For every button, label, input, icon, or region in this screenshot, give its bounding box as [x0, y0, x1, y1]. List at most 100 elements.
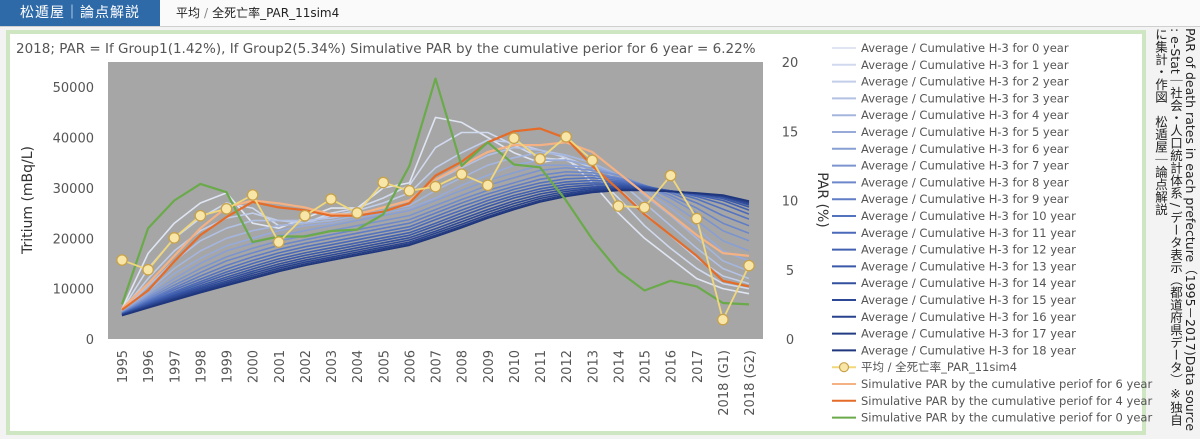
par-point: [455, 168, 468, 181]
legend-label: Average / Cumulative H-3 for 8 year: [861, 175, 1069, 189]
x-tick-label: 2007: [430, 350, 445, 383]
legend-item-h3-4[interactable]: Average / Cumulative H-3 for 4 year: [832, 108, 1069, 122]
legend-label: Average / Cumulative H-3 for 14 year: [861, 276, 1076, 290]
par-point: [403, 184, 416, 197]
legend-item-par[interactable]: 平均 / 全死亡率_PAR_11sim4: [832, 360, 1017, 374]
legend-label: Average / Cumulative H-3 for 13 year: [861, 259, 1076, 273]
par-point: [690, 212, 703, 225]
y-tick-label-right: 15: [782, 125, 799, 140]
legend-item-h3-14[interactable]: Average / Cumulative H-3 for 14 year: [832, 276, 1076, 290]
legend-item-h3-1[interactable]: Average / Cumulative H-3 for 1 year: [832, 58, 1069, 72]
x-tick-label: 1998: [194, 350, 209, 383]
series-line-sim-4: [121, 127, 750, 311]
y-tick-label-right: 10: [782, 195, 799, 210]
legend-item-h3-12[interactable]: Average / Cumulative H-3 for 12 year: [832, 243, 1076, 257]
x-tick-label: 2005: [377, 350, 392, 383]
legend-item-sim-4[interactable]: Simulative PAR by the cumulative periof …: [832, 394, 1152, 408]
par-point: [638, 201, 651, 214]
site-brand[interactable]: 松遁屋｜論点解説: [0, 0, 160, 26]
x-tick-label: 2000: [247, 350, 262, 383]
x-tick-label: 2018 (G2): [743, 350, 758, 416]
par-point: [142, 263, 154, 276]
legend-item-h3-15[interactable]: Average / Cumulative H-3 for 15 year: [832, 293, 1076, 307]
x-tick-label: 2002: [299, 350, 314, 383]
breadcrumb-separator: /: [204, 6, 209, 20]
top-bar: 松遁屋｜論点解説 平均 / 全死亡率_PAR_11sim4: [0, 0, 1200, 27]
legend-label: 平均 / 全死亡率_PAR_11sim4: [861, 360, 1017, 374]
y-tick-label-left: 20000: [53, 232, 94, 247]
legend-item-h3-5[interactable]: Average / Cumulative H-3 for 5 year: [832, 125, 1069, 139]
legend-label: Average / Cumulative H-3 for 10 year: [861, 209, 1076, 223]
legend-label: Average / Cumulative H-3 for 18 year: [861, 343, 1076, 357]
x-tick-label: 2011: [534, 350, 549, 383]
par-point: [194, 209, 207, 222]
legend-item-h3-11[interactable]: Average / Cumulative H-3 for 11 year: [832, 226, 1076, 240]
x-tick-label: 2010: [508, 350, 523, 383]
legend-item-h3-9[interactable]: Average / Cumulative H-3 for 9 year: [832, 192, 1069, 206]
y-tick-label-left: 10000: [53, 283, 94, 298]
legend-label: Average / Cumulative H-3 for 15 year: [861, 293, 1076, 307]
legend-item-h3-3[interactable]: Average / Cumulative H-3 for 3 year: [832, 91, 1069, 105]
par-point: [168, 232, 181, 244]
legend-item-h3-0[interactable]: Average / Cumulative H-3 for 0 year: [832, 41, 1069, 55]
legend-label: Simulative PAR by the cumulative periof …: [861, 394, 1152, 408]
x-tick-label: 2013: [586, 350, 601, 383]
par-point: [560, 130, 572, 143]
y-tick-label-left: 50000: [53, 81, 94, 96]
legend-label: Average / Cumulative H-3 for 4 year: [861, 108, 1069, 122]
series-line-h3-14: [121, 185, 750, 316]
y-tick-label-right: 5: [786, 264, 794, 279]
x-tick-label: 1995: [116, 350, 131, 383]
legend-item-h3-10[interactable]: Average / Cumulative H-3 for 10 year: [832, 209, 1076, 223]
y-tick-label-right: 20: [782, 56, 799, 71]
y-axis-left-label: Tritium (mBq/L): [20, 146, 36, 255]
par-point: [377, 176, 390, 189]
legend-item-h3-2[interactable]: Average / Cumulative H-3 for 2 year: [832, 75, 1069, 89]
legend-label: Average / Cumulative H-3 for 0 year: [861, 41, 1069, 55]
par-point: [743, 259, 755, 272]
x-tick-label: 2012: [560, 350, 575, 383]
side-caption: PAR of death rates in each prefecture（19…: [1153, 28, 1198, 432]
par-point: [299, 209, 311, 222]
x-tick-label: 2014: [612, 350, 627, 383]
legend-item-h3-16[interactable]: Average / Cumulative H-3 for 16 year: [832, 310, 1076, 324]
par-point: [325, 193, 337, 205]
legend-label: Simulative PAR by the cumulative periof …: [861, 411, 1152, 425]
legend-label: Average / Cumulative H-3 for 11 year: [861, 226, 1076, 240]
y-tick-label-left: 0: [86, 333, 94, 348]
legend-label: Average / Cumulative H-3 for 12 year: [861, 243, 1076, 257]
par-point: [246, 189, 259, 201]
legend-label: Average / Cumulative H-3 for 17 year: [861, 327, 1076, 341]
legend-label: Average / Cumulative H-3 for 7 year: [861, 159, 1069, 173]
breadcrumb: 平均 / 全死亡率_PAR_11sim4: [176, 0, 339, 26]
legend-label: Average / Cumulative H-3 for 1 year: [861, 58, 1069, 72]
par-point: [116, 254, 128, 266]
legend-item-h3-6[interactable]: Average / Cumulative H-3 for 6 year: [832, 142, 1069, 156]
par-point: [612, 200, 625, 212]
x-tick-label: 1997: [168, 350, 183, 383]
legend-item-h3-17[interactable]: Average / Cumulative H-3 for 17 year: [832, 327, 1076, 341]
series-line-h3-18: [121, 189, 750, 317]
legend-item-sim-6[interactable]: Simulative PAR by the cumulative periof …: [832, 377, 1152, 391]
par-point: [586, 154, 599, 167]
legend-item-h3-8[interactable]: Average / Cumulative H-3 for 8 year: [832, 175, 1069, 189]
legend-item-sim-0[interactable]: Simulative PAR by the cumulative periof …: [832, 411, 1152, 425]
legend-item-h3-18[interactable]: Average / Cumulative H-3 for 18 year: [832, 343, 1076, 357]
x-tick-label: 2018 (G1): [717, 350, 732, 416]
series-line-sim-0: [120, 77, 750, 306]
par-point: [220, 202, 233, 215]
chart-title: 2018; PAR = If Group1(1.42%), If Group2(…: [16, 41, 756, 57]
x-tick-label: 2008: [456, 350, 471, 383]
breadcrumb-item[interactable]: 全死亡率_PAR_11sim4: [212, 6, 340, 20]
par-point: [717, 313, 729, 326]
legend-item-h3-13[interactable]: Average / Cumulative H-3 for 13 year: [832, 259, 1076, 273]
y-axis-right-label: PAR (%): [814, 172, 830, 228]
legend-label: Simulative PAR by the cumulative periof …: [861, 377, 1152, 391]
legend-item-h3-7[interactable]: Average / Cumulative H-3 for 7 year: [832, 159, 1069, 173]
x-tick-label: 1999: [221, 350, 236, 383]
x-tick-label: 2001: [273, 350, 288, 383]
legend-label: Average / Cumulative H-3 for 2 year: [861, 75, 1069, 89]
breadcrumb-item[interactable]: 平均: [176, 6, 201, 20]
x-tick-label: 2003: [325, 350, 340, 383]
par-point: [481, 179, 494, 192]
